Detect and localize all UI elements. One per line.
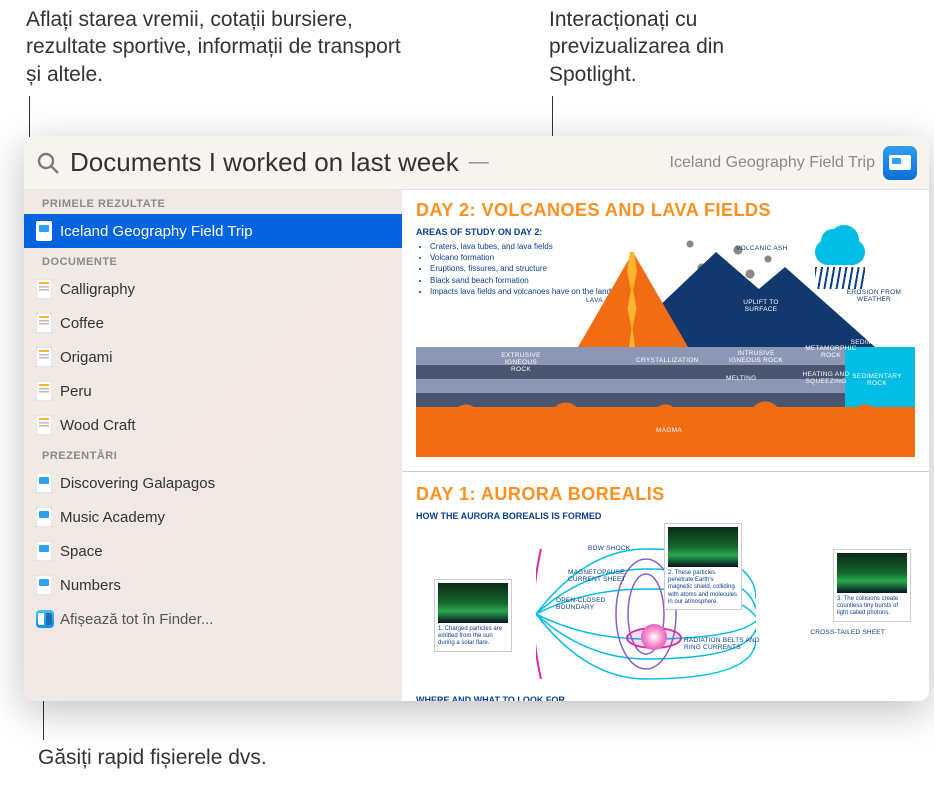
label: VOLCANIC ASH (736, 245, 788, 252)
label: MELTING (726, 375, 757, 382)
keynote-doc-icon (36, 575, 52, 595)
result-label: Numbers (60, 577, 121, 594)
result-label: Calligraphy (60, 281, 135, 298)
label: CROSS-TAILED SHEET (810, 629, 885, 636)
result-label: Space (60, 543, 103, 560)
label: LAVA (586, 297, 603, 304)
preview-pane[interactable]: DAY 2: VOLCANOES AND LAVA FIELDS AREAS O… (402, 190, 929, 701)
pages-doc-icon (36, 347, 52, 367)
annotation-bottom: Găsiți rapid fișierele dvs. (38, 744, 267, 771)
volcano-diagram: VOLCANIC ASH LAVA UPLIFT TO SURFACE EROS… (416, 227, 915, 457)
finder-label: Afișează tot în Finder... (60, 611, 213, 628)
annotation-top-left: Aflați starea vremii, cotații bursiere, … (26, 6, 406, 88)
result-presentation[interactable]: Numbers (24, 568, 402, 602)
annotation-text: Aflați starea vremii, cotații bursiere, … (26, 8, 401, 86)
keynote-doc-icon (36, 541, 52, 561)
result-label: Coffee (60, 315, 104, 332)
keynote-doc-icon (36, 507, 52, 527)
result-label: Discovering Galapagos (60, 475, 215, 492)
label: UPLIFT TO SURFACE (736, 299, 786, 313)
result-label: Origami (60, 349, 113, 366)
earth-core (641, 624, 667, 650)
slide-day2: DAY 2: VOLCANOES AND LAVA FIELDS AREAS O… (402, 190, 929, 467)
finder-icon (36, 610, 54, 628)
label: INTRUSIVE IGNEOUS ROCK (726, 350, 786, 364)
result-top-hit[interactable]: Iceland Geography Field Trip (24, 214, 402, 248)
aurora-card-1: 1. Charged particles are emitted from th… (434, 579, 512, 652)
section-top-hits: PRIMELE REZULTATE (24, 190, 402, 214)
show-all-in-finder[interactable]: Afișează tot în Finder... (24, 602, 402, 636)
slide-title: DAY 1: AURORA BOREALIS (416, 484, 915, 505)
slide-day1: DAY 1: AURORA BOREALIS HOW THE AURORA BO… (402, 476, 929, 701)
keynote-icon (883, 146, 917, 180)
aurora-diagram: 1. Charged particles are emitted from th… (416, 529, 915, 701)
card-text: 1. Charged particles are emitted from th… (438, 626, 508, 648)
slide-divider (402, 471, 929, 472)
search-hint-region: Iceland Geography Field Trip (499, 146, 917, 180)
aurora-card-2: 2. These particles penetrate Earth's mag… (664, 523, 742, 610)
search-icon (36, 151, 60, 175)
search-query[interactable]: Documents I worked on last week (70, 147, 459, 178)
label: MAGNETOPAUSE CURRENT SHEET (568, 569, 628, 583)
label: CRYSTALLIZATION (636, 357, 699, 364)
result-label: Music Academy (60, 509, 165, 526)
label: RADIATION BELTS AND RING CURRENTS (684, 637, 764, 651)
label: SEDIMENTARY ROCK (847, 373, 907, 387)
label: MAGMA (656, 427, 682, 434)
result-label: Iceland Geography Field Trip (60, 223, 253, 240)
label: OPEN-CLOSED BOUNDARY (556, 597, 636, 611)
label: EXTRUSIVE IGNEOUS ROCK (496, 352, 546, 373)
annotation-top-right: Interacționați cu previzualizarea din Sp… (549, 6, 799, 88)
label: EROSION FROM WEATHER (839, 289, 909, 303)
slide-subtitle: HOW THE AURORA BOREALIS IS FORMED (416, 511, 915, 521)
result-doc[interactable]: Wood Craft (24, 408, 402, 442)
search-bar[interactable]: Documents I worked on last week — Icelan… (24, 136, 929, 190)
result-doc[interactable]: Origami (24, 340, 402, 374)
search-hint: Iceland Geography Field Trip (670, 154, 875, 172)
pages-doc-icon (36, 313, 52, 333)
pages-doc-icon (36, 381, 52, 401)
slide-title: DAY 2: VOLCANOES AND LAVA FIELDS (416, 200, 915, 221)
result-presentation[interactable]: Discovering Galapagos (24, 466, 402, 500)
annotation-text: Interacționați cu previzualizarea din Sp… (549, 8, 724, 86)
result-label: Peru (60, 383, 92, 400)
slide-footer: WHERE AND WHAT TO LOOK FOR (416, 695, 565, 701)
results-sidebar: PRIMELE REZULTATE Iceland Geography Fiel… (24, 190, 402, 701)
annotation-text: Găsiți rapid fișierele dvs. (38, 746, 267, 769)
dash: — (469, 151, 489, 174)
section-presentations: PREZENTĂRI (24, 442, 402, 466)
result-presentation[interactable]: Space (24, 534, 402, 568)
label: METAMORPHIC ROCK (796, 345, 866, 359)
spotlight-window: Documents I worked on last week — Icelan… (24, 136, 929, 701)
keynote-doc-icon (36, 221, 52, 241)
result-doc[interactable]: Calligraphy (24, 272, 402, 306)
result-presentation[interactable]: Music Academy (24, 500, 402, 534)
result-label: Wood Craft (60, 417, 136, 434)
pages-doc-icon (36, 415, 52, 435)
pages-doc-icon (36, 279, 52, 299)
result-doc[interactable]: Coffee (24, 306, 402, 340)
section-documents: DOCUMENTE (24, 248, 402, 272)
aurora-card-3: 3. The collisions create countless tiny … (833, 549, 911, 622)
result-doc[interactable]: Peru (24, 374, 402, 408)
label: BOW SHOCK (588, 545, 630, 552)
main-area: PRIMELE REZULTATE Iceland Geography Fiel… (24, 190, 929, 701)
card-text: 2. These particles penetrate Earth's mag… (668, 570, 738, 606)
card-text: 3. The collisions create countless tiny … (837, 596, 907, 618)
keynote-doc-icon (36, 473, 52, 493)
